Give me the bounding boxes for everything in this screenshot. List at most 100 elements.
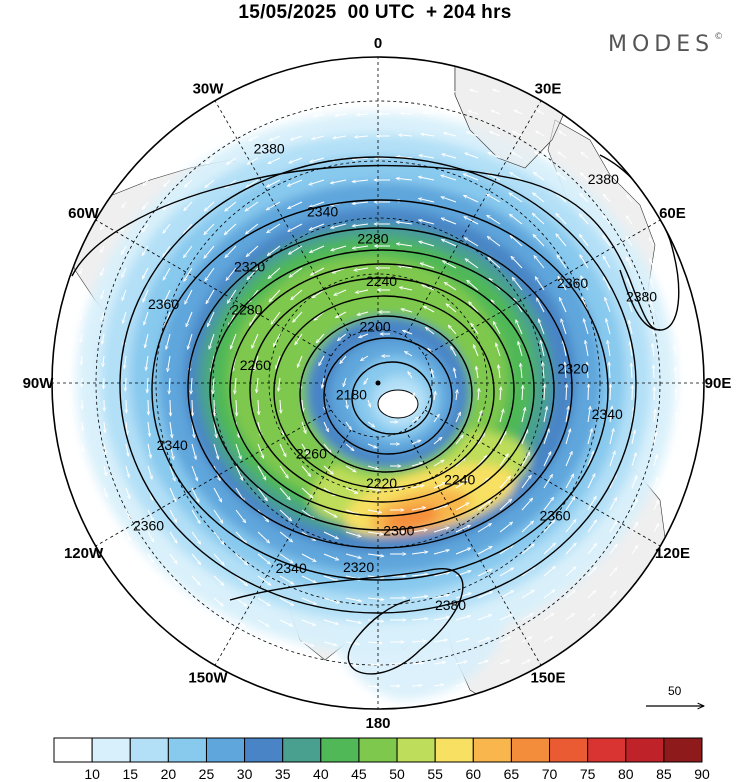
wind-vector bbox=[651, 301, 655, 313]
wind-vector bbox=[427, 69, 435, 70]
wind-vector bbox=[434, 391, 436, 401]
wind-vector bbox=[257, 663, 267, 669]
contour-label-text: 2260 bbox=[296, 446, 327, 462]
wind-vector bbox=[396, 222, 413, 225]
wind-vector bbox=[536, 298, 545, 313]
wind-vector bbox=[543, 474, 553, 489]
wind-vector bbox=[122, 201, 127, 208]
wind-vector bbox=[235, 663, 244, 669]
wind-vector bbox=[419, 220, 435, 225]
wind-vector bbox=[609, 451, 615, 467]
contour-label: 2360 bbox=[148, 296, 179, 312]
wind-vector bbox=[191, 509, 201, 524]
wind-vector bbox=[142, 223, 149, 232]
wind-vector bbox=[102, 333, 105, 344]
wind-vector bbox=[367, 664, 380, 665]
wind-vector bbox=[191, 487, 200, 502]
wind-vector bbox=[408, 372, 413, 379]
wind-vector bbox=[225, 245, 237, 258]
wind-vector bbox=[455, 502, 469, 511]
longitude-label: 60W bbox=[68, 205, 100, 222]
wind-vector bbox=[606, 319, 611, 335]
wind-vector bbox=[367, 598, 384, 600]
wind-vector bbox=[587, 362, 588, 379]
wind-vector bbox=[411, 507, 426, 511]
wind-vector bbox=[301, 663, 312, 667]
wind-vector bbox=[609, 591, 617, 599]
longitude-label: 30W bbox=[193, 81, 225, 98]
wind-vector bbox=[104, 443, 106, 454]
wind-vector bbox=[543, 406, 547, 423]
wind-vector bbox=[477, 523, 492, 533]
copyright-mark: © bbox=[714, 32, 724, 42]
wind-vector bbox=[101, 289, 105, 299]
wind-vector bbox=[676, 367, 677, 379]
longitude-label: 120W bbox=[64, 545, 104, 562]
wind-vector bbox=[235, 465, 244, 480]
wind-vector bbox=[185, 311, 193, 327]
wind-vector bbox=[292, 113, 303, 117]
wind-vector bbox=[454, 368, 457, 379]
wind-vector bbox=[330, 179, 347, 183]
wind-vector bbox=[204, 245, 215, 258]
wind-vector bbox=[346, 399, 348, 409]
contour-label-text: 2340 bbox=[157, 437, 188, 453]
wind-vector bbox=[629, 320, 633, 335]
contour-label-text: 2260 bbox=[240, 357, 271, 373]
wind-vector bbox=[580, 193, 589, 203]
wind-vector bbox=[100, 267, 105, 276]
wind-vector bbox=[356, 114, 369, 115]
wind-vector bbox=[191, 377, 192, 394]
wind-vector bbox=[367, 443, 377, 449]
wind-vector bbox=[648, 238, 655, 247]
wind-vector bbox=[323, 686, 333, 688]
colorbar-tick-label: 45 bbox=[351, 766, 367, 782]
wind-vector bbox=[170, 399, 171, 416]
wind-vector bbox=[579, 234, 589, 247]
wind-vector bbox=[80, 333, 82, 342]
wind-vector bbox=[543, 613, 554, 621]
wind-vector bbox=[587, 543, 597, 555]
wind-vector bbox=[521, 475, 531, 489]
wind-vector bbox=[411, 485, 424, 489]
wind-vector bbox=[279, 641, 291, 648]
wind-vector bbox=[121, 267, 127, 278]
wind-vector bbox=[653, 365, 654, 379]
wind-vector bbox=[411, 596, 428, 598]
contour-label-text: 2200 bbox=[360, 319, 391, 335]
colorbar-swatch bbox=[358, 737, 398, 763]
wind-vector bbox=[144, 311, 149, 325]
wind-vector bbox=[312, 135, 325, 139]
wind-vector bbox=[455, 616, 471, 621]
wind-vector bbox=[309, 201, 325, 207]
colorbar-tick-label: 70 bbox=[542, 766, 558, 782]
wind-vector bbox=[626, 195, 633, 203]
wind-vector bbox=[162, 267, 171, 280]
wind-vector bbox=[455, 593, 471, 599]
brand-logo: MODES© bbox=[608, 32, 723, 57]
wind-vector bbox=[631, 545, 638, 555]
wind-vector bbox=[540, 340, 545, 357]
wind-vector bbox=[345, 664, 358, 666]
contour-label: 2260 bbox=[240, 357, 271, 373]
vector-reference-label: 50 bbox=[668, 684, 682, 698]
wind-vector bbox=[267, 179, 281, 188]
wind-vector bbox=[584, 319, 589, 335]
wind-vector bbox=[205, 179, 215, 188]
wind-vector bbox=[557, 172, 567, 181]
wind-vector bbox=[323, 421, 329, 432]
wind-vector bbox=[352, 245, 369, 248]
wind-vector bbox=[125, 443, 128, 456]
wind-vector bbox=[557, 276, 567, 291]
map-boundary bbox=[51, 56, 705, 710]
wind-vector bbox=[631, 522, 639, 533]
wind-vector bbox=[301, 619, 316, 625]
wind-vector bbox=[543, 590, 555, 599]
wind-vector bbox=[205, 289, 215, 304]
wind-vector bbox=[279, 575, 294, 585]
wind-vector bbox=[499, 567, 514, 577]
colorbar-swatch bbox=[244, 737, 284, 763]
wind-vector bbox=[345, 465, 356, 473]
colorbar-tick-label: 80 bbox=[618, 766, 634, 782]
contour-label: 2320 bbox=[558, 360, 589, 376]
